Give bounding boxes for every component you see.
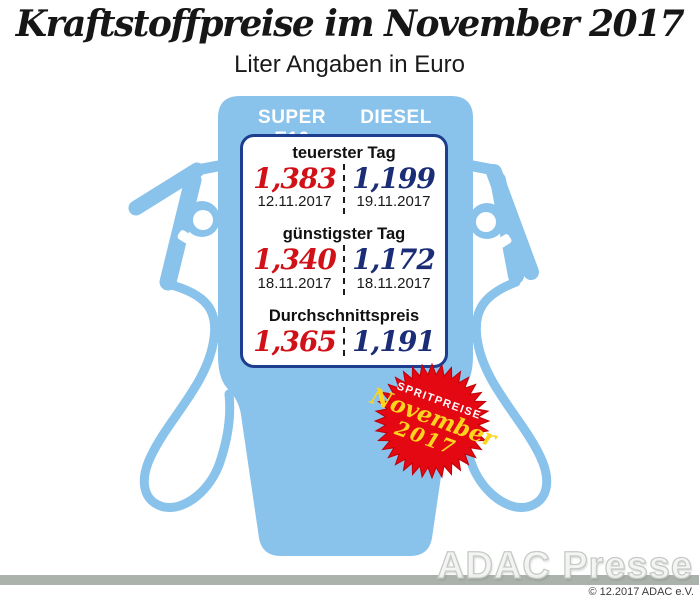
section-label: teuerster Tag: [292, 144, 396, 162]
right-hose: [447, 277, 552, 512]
price-value: 1,340: [253, 243, 337, 277]
price-panel: teuerster Tag 1,383 12.11.2017 1,199 19.…: [240, 134, 448, 368]
right-nozzle-icon: [467, 160, 539, 284]
left-hose: [139, 279, 235, 512]
left-nozzle-icon: [128, 160, 224, 291]
spritpreise-badge: SPRITPREISE November 2017: [367, 363, 500, 479]
adac-presse-watermark: ADAC Presse: [436, 544, 693, 587]
diesel-cell: 1,199 19.11.2017: [345, 164, 442, 214]
column-header-diesel: DIESEL: [360, 107, 432, 128]
super-e10-cell: 1,340 18.11.2017: [246, 245, 345, 295]
price-date: 19.11.2017: [356, 193, 431, 211]
section-durchschnittspreis: Durchschnittspreis 1,365 1,191: [246, 307, 442, 356]
diesel-cell: 1,172 18.11.2017: [345, 245, 442, 295]
super-e10-cell: 1,383 12.11.2017: [246, 164, 345, 214]
diesel-cell: 1,191: [345, 324, 442, 358]
price-date: 18.11.2017: [257, 274, 332, 292]
section-label: Durchschnittspreis: [268, 306, 420, 325]
price-value: 1,191: [352, 324, 436, 358]
price-value: 1,199: [352, 162, 436, 195]
section-label: günstigster Tag: [282, 225, 406, 244]
price-value: 1,172: [352, 243, 436, 277]
page-subtitle: Liter Angaben in Euro: [234, 51, 465, 78]
page-title: Kraftstoffpreise im November 2017: [15, 3, 685, 45]
price-date: 18.11.2017: [356, 274, 431, 292]
ground-bar: [0, 575, 699, 585]
copyright-notice: © 12.2017 ADAC e.V.: [588, 586, 694, 598]
price-value: 1,383: [253, 162, 337, 195]
section-guenstigster-tag: günstigster Tag 1,340 18.11.2017 1,172 1…: [246, 225, 442, 295]
super-e10-cell: 1,365: [246, 324, 345, 358]
price-value: 1,365: [253, 324, 337, 358]
section-teuerster-tag: teuerster Tag 1,383 12.11.2017 1,199 19.…: [246, 144, 442, 214]
price-date: 12.11.2017: [257, 193, 332, 211]
badge-starburst-polygon: [374, 363, 490, 479]
